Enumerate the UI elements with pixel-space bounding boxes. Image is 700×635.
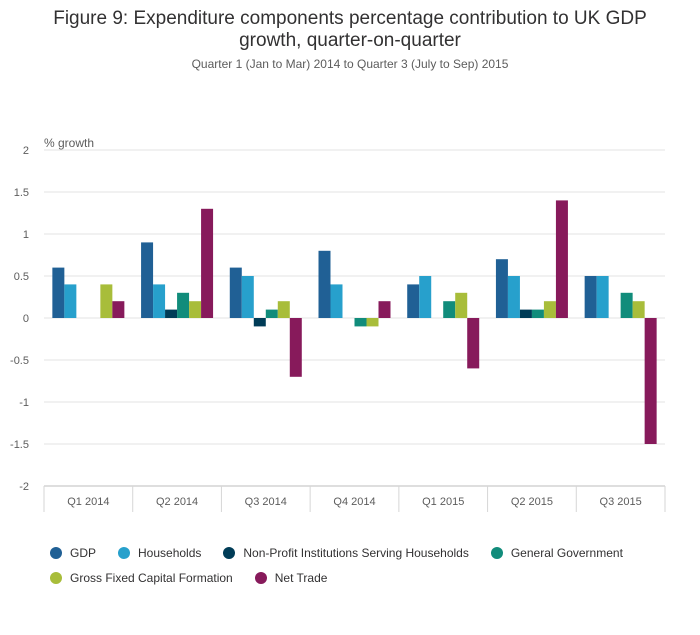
bar-gdp-q1-2014: [52, 267, 65, 318]
legend-label: Non-Profit Institutions Serving Househol…: [243, 545, 469, 560]
legend-label: Net Trade: [274, 570, 328, 585]
legend-swatch-icon: [50, 571, 62, 584]
y-tick-label: -2: [19, 481, 29, 493]
legend-item-non-profit-institutions-serving-households: Non-Profit Institutions Serving Househol…: [223, 545, 469, 560]
legend-item-households: Households: [118, 546, 201, 560]
y-axis-ticks: 2 1.5 1 0.5 0 -0.5 -1 -1.5 -2: [10, 145, 29, 493]
bar-general-government-q3-2015: [620, 292, 633, 318]
legend-swatch-icon: [254, 571, 267, 584]
legend-swatch-icon: [118, 546, 131, 559]
bar-gdp-q4-2014: [318, 250, 331, 318]
legend-label: Gross Fixed Capital Formation: [70, 570, 233, 585]
bar-net-trade-q2-2014: [201, 208, 214, 318]
bar-households-q3-2014: [241, 276, 254, 318]
chart-title-line-2: growth, quarter-on-quarter: [239, 30, 461, 51]
bar-net-trade-q3-2014: [289, 318, 302, 377]
bar-gdp-q3-2015: [584, 276, 597, 318]
bar-non-profit-institutions-serving-households-q3-2014: [253, 318, 266, 327]
legend-label: Households: [138, 545, 202, 560]
bar-non-profit-institutions-serving-households-q2-2015: [519, 309, 532, 318]
x-tick-label: Q3 2015: [600, 496, 642, 508]
legend-item-gdp: GDP: [50, 546, 96, 560]
x-tick-label: Q4 2014: [333, 496, 375, 508]
y-tick-label: -1: [19, 397, 29, 409]
bar-gross-fixed-capital-formation-q3-2014: [277, 301, 290, 318]
bar-gross-fixed-capital-formation-q1-2014: [100, 284, 113, 318]
y-tick-label: 1: [23, 229, 29, 241]
x-axis: Q1 2014 Q2 2014 Q3 2014 Q4 2014 Q1 2015 Q2 20…: [43, 485, 666, 512]
legend-label: GDP: [70, 545, 97, 560]
bar-general-government-q1-2015: [443, 301, 456, 318]
y-tick-label: 2: [23, 145, 29, 157]
x-tick-label: Q2 2014: [156, 496, 198, 508]
bar-gross-fixed-capital-formation-q1-2015: [455, 292, 468, 318]
bar-non-profit-institutions-serving-households-q2-2014: [165, 309, 178, 318]
y-tick-label: 0: [23, 313, 29, 325]
bar-households-q2-2015: [507, 276, 520, 318]
legend-label: General Government: [510, 545, 623, 560]
y-tick-label: 0.5: [14, 271, 29, 283]
bar-general-government-q2-2014: [177, 292, 190, 318]
chart-subtitle: Quarter 1 (Jan to Mar) 2014 to Quarter 3…: [191, 57, 509, 71]
x-tick-label: Q2 2015: [511, 496, 553, 508]
bar-gross-fixed-capital-formation-q2-2015: [543, 301, 556, 318]
y-tick-label: 1.5: [14, 187, 29, 199]
bar-gdp-q2-2015: [495, 259, 508, 318]
bar-gross-fixed-capital-formation-q3-2015: [632, 301, 645, 318]
bar-gross-fixed-capital-formation-q2-2014: [189, 301, 202, 318]
bar-households-q1-2014: [64, 284, 77, 318]
bar-general-government-q2-2015: [531, 309, 544, 318]
bar-gross-fixed-capital-formation-q4-2014: [366, 318, 379, 327]
bar-households-q4-2014: [330, 284, 343, 318]
x-tick-label: Q3 2014: [245, 496, 287, 508]
bar-chart: 2 1.5 1 0.5 0 -0.5 -1 -1.5 -2 % growth Q1 2014 Q2…: [10, 136, 666, 512]
y-axis-label: % growth: [44, 136, 94, 150]
legend-swatch-icon: [490, 546, 503, 559]
bar-net-trade-q2-2015: [555, 200, 568, 318]
bar-net-trade-q1-2014: [112, 301, 125, 318]
legend-row: Gross Fixed Capital Formation Net Trade: [50, 565, 690, 590]
chart-title-line-1: Figure 9: Expenditure components percent…: [53, 8, 647, 29]
bar-gdp-q2-2014: [141, 242, 154, 318]
legend-swatch-icon: [223, 546, 236, 559]
legend-swatch-icon: [50, 546, 62, 559]
legend: GDP Households Non-Profit Institutions Ser…: [50, 540, 690, 590]
y-tick-label: -0.5: [10, 355, 29, 367]
bar-households-q1-2015: [419, 276, 432, 318]
legend-item-general-government: General Government: [490, 545, 623, 560]
bar-households-q2-2014: [153, 284, 166, 318]
bar-net-trade-q1-2015: [467, 318, 480, 369]
bar-general-government-q4-2014: [354, 318, 367, 327]
bars: [52, 200, 657, 444]
bar-households-q3-2015: [596, 276, 609, 318]
legend-item-gross-fixed-capital-formation: Gross Fixed Capital Formation: [50, 571, 233, 585]
bar-net-trade-q3-2015: [644, 318, 657, 444]
y-tick-label: -1.5: [10, 439, 29, 451]
bar-net-trade-q4-2014: [378, 301, 391, 318]
bar-gdp-q1-2015: [407, 284, 420, 318]
legend-row: GDP Households Non-Profit Institutions Ser…: [50, 540, 690, 565]
legend-item-net-trade: Net Trade: [254, 570, 328, 585]
x-tick-label: Q1 2014: [67, 496, 109, 508]
bar-general-government-q3-2014: [265, 309, 278, 318]
x-tick-label: Q1 2015: [422, 496, 464, 508]
bar-gdp-q3-2014: [229, 267, 242, 318]
